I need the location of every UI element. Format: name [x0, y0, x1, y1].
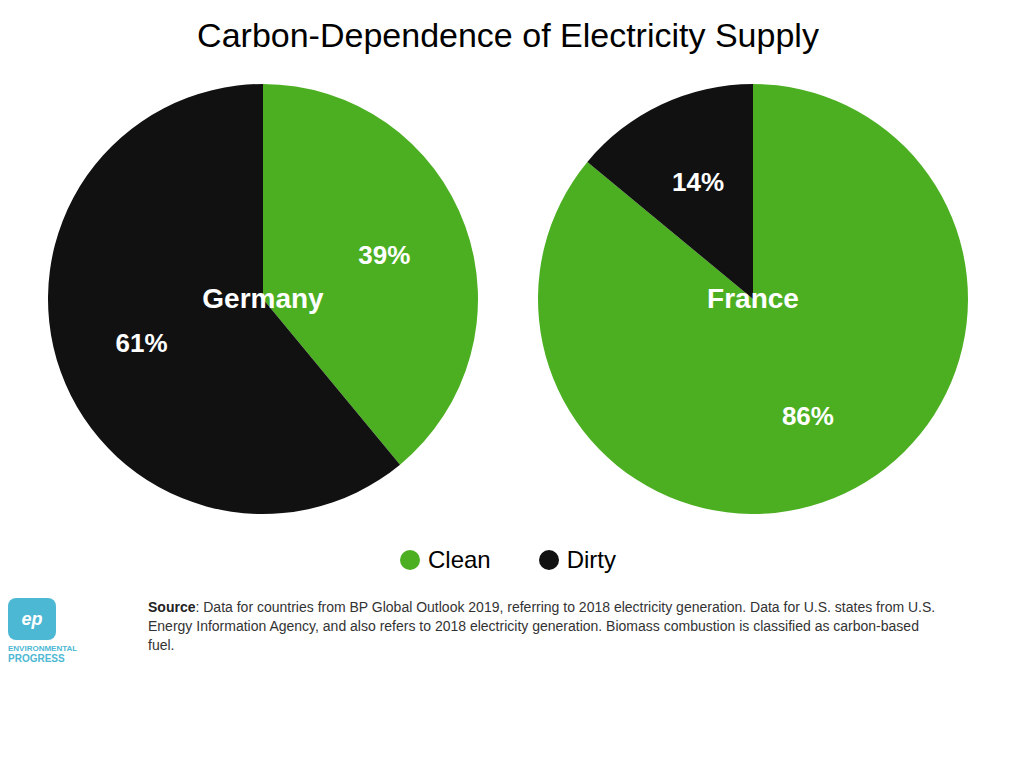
html-text:ENVIRONMENTAL: ENVIRONMENTAL	[8, 644, 78, 653]
html-text:Source: Data for countries fro: Source: Data for countries from BP Globa…	[148, 599, 936, 653]
html-text:PROGRESS: PROGRESS	[8, 653, 65, 664]
svg-text:86%: 86%	[782, 401, 834, 431]
svg-text:61%: 61%	[116, 328, 168, 358]
html-text:Clean: Clean	[428, 546, 491, 573]
svg-text:14%: 14%	[672, 167, 724, 197]
html-text:France: France	[707, 283, 799, 314]
svg-text:39%: 39%	[358, 240, 410, 270]
html-text:Germany: Germany	[202, 283, 324, 314]
html-text:ep: ep	[21, 608, 43, 629]
html-text:Dirty: Dirty	[566, 546, 616, 573]
html-text:Carbon-Dependence of Electrici: Carbon-Dependence of Electricity Supply	[197, 16, 819, 54]
